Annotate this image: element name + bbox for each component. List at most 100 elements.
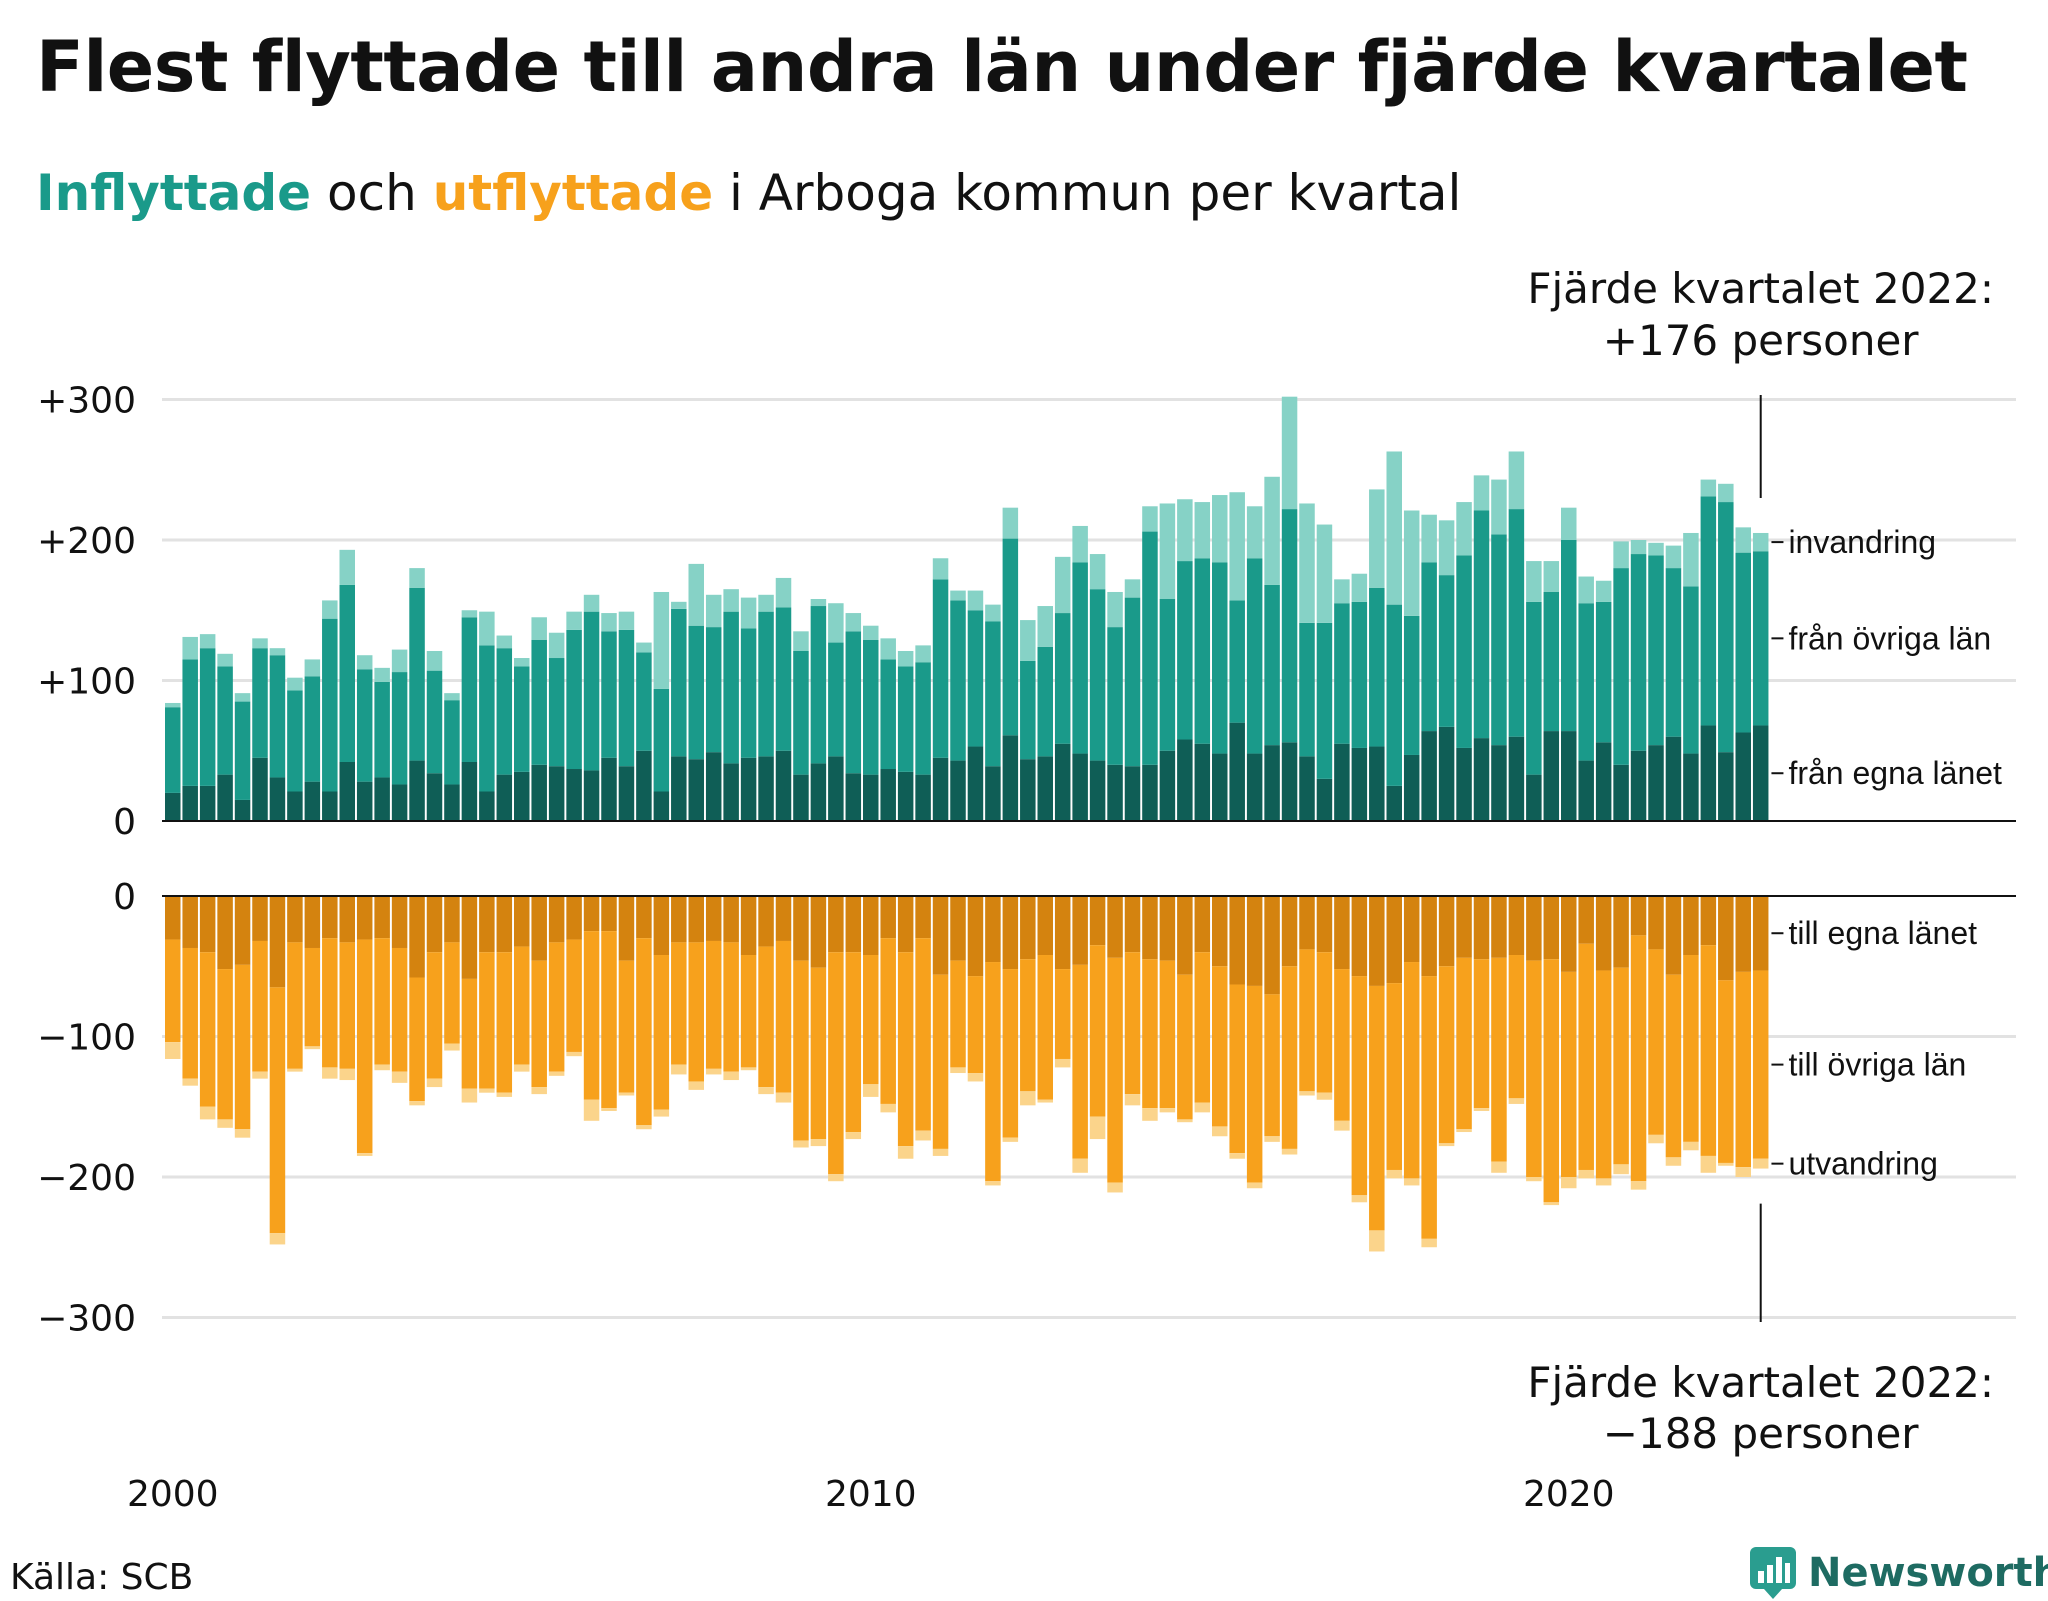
out-bar <box>845 896 862 953</box>
out-bar <box>1281 1148 1298 1155</box>
y-tick-label: −300 <box>37 1299 136 1340</box>
out-bar <box>217 896 233 970</box>
in-bar <box>444 693 460 701</box>
out-bar <box>1002 1137 1019 1142</box>
in-bar <box>1543 731 1560 821</box>
in-bar <box>391 672 408 785</box>
out-bar <box>1351 1195 1368 1203</box>
in-bar <box>1543 561 1560 592</box>
out-bar <box>985 1181 1001 1186</box>
in-bar <box>566 629 582 770</box>
out-bar <box>1561 1177 1577 1189</box>
out-bar <box>1491 896 1507 958</box>
out-bar <box>1438 1143 1455 1147</box>
in-bar <box>234 701 251 800</box>
out-bar <box>1316 1092 1333 1100</box>
in-bar <box>671 756 687 821</box>
in-bar <box>1508 736 1525 821</box>
out-bar <box>1491 957 1507 1162</box>
in-bar <box>339 761 355 821</box>
in-bar <box>723 763 739 821</box>
in-bar <box>950 760 966 821</box>
in-bar <box>950 600 966 761</box>
out-bar <box>740 896 757 956</box>
out-bar <box>1142 959 1158 1109</box>
out-bar <box>828 1174 844 1182</box>
out-bar <box>1107 1182 1123 1193</box>
in-bar <box>618 766 635 821</box>
in-bar <box>1264 745 1280 821</box>
in-bar <box>1752 551 1769 726</box>
out-bar <box>1054 969 1071 1059</box>
out-bar <box>601 896 617 932</box>
in-bar <box>1334 743 1350 821</box>
in-bar <box>496 774 513 821</box>
in-bar <box>688 563 704 626</box>
series-label: från egna länet <box>1788 755 2002 791</box>
in-bar <box>1752 532 1769 552</box>
out-bar <box>950 896 966 961</box>
out-bar <box>1491 1161 1507 1173</box>
out-bar <box>391 947 408 1072</box>
in-bar <box>915 774 931 821</box>
out-bar <box>252 1071 268 1079</box>
out-bar <box>1735 1167 1751 1177</box>
out-bar <box>199 1106 216 1120</box>
in-bar <box>165 702 181 708</box>
out-bar <box>1246 1182 1263 1189</box>
in-bar <box>322 600 338 619</box>
out-bar <box>1159 960 1176 1109</box>
in-bar <box>269 655 286 778</box>
in-bar <box>1473 510 1490 739</box>
in-bar <box>932 757 949 821</box>
out-bar <box>897 952 914 1147</box>
in-bar <box>496 635 513 649</box>
annotation-top-label: Fjärde kvartalet 2022: <box>1527 264 1994 313</box>
in-bar <box>1578 576 1594 604</box>
in-bar <box>1194 502 1211 559</box>
out-bar <box>1665 1157 1682 1166</box>
in-bar <box>217 666 233 775</box>
subtitle-rest: i Arboga kommun per kvartal <box>729 164 1462 222</box>
out-bar <box>531 960 547 1088</box>
in-bar <box>740 628 757 758</box>
out-bar <box>234 896 251 965</box>
out-bar <box>1246 896 1263 986</box>
in-bar <box>601 631 617 758</box>
out-bar <box>1124 952 1141 1095</box>
in-bar <box>339 549 355 585</box>
in-bar <box>426 670 443 774</box>
out-bar <box>880 938 896 1104</box>
in-bar <box>1159 503 1176 600</box>
out-bar <box>322 896 338 939</box>
out-bar <box>1229 896 1245 985</box>
in-bar <box>514 771 530 821</box>
in-bar <box>1264 476 1280 585</box>
in-bar <box>583 611 600 771</box>
out-bar <box>374 896 390 939</box>
out-bar <box>636 1125 652 1130</box>
out-bar <box>1020 896 1036 960</box>
out-bar <box>496 896 513 953</box>
in-bar <box>1159 750 1176 821</box>
in-bar <box>269 777 286 821</box>
newsworthy-logo-icon <box>1750 1547 1796 1599</box>
out-bar <box>548 896 565 943</box>
in-bar <box>1386 604 1402 786</box>
out-bar <box>1369 985 1385 1231</box>
in-bar <box>1107 591 1123 628</box>
out-bar <box>601 1108 617 1111</box>
in-bar <box>880 659 896 770</box>
in-bar <box>915 645 931 663</box>
out-bar <box>339 942 355 1069</box>
out-bar <box>1334 896 1350 970</box>
out-bar <box>758 946 774 1088</box>
out-bar <box>985 962 1001 1182</box>
in-bar <box>1142 764 1158 821</box>
out-bar <box>322 938 338 1068</box>
in-bar <box>374 667 390 682</box>
out-bar <box>688 942 704 1082</box>
out-bar <box>252 940 268 1072</box>
in-bar <box>1543 591 1560 732</box>
out-bar <box>863 896 879 956</box>
